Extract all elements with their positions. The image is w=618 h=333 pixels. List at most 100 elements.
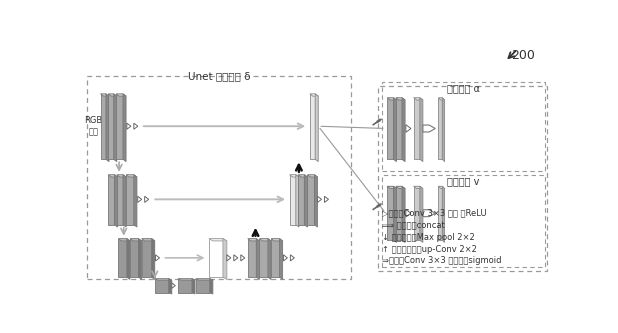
Polygon shape <box>438 98 444 100</box>
Polygon shape <box>402 186 405 242</box>
Polygon shape <box>106 94 109 162</box>
Polygon shape <box>324 196 329 202</box>
Polygon shape <box>130 239 138 277</box>
Bar <box>378 86 547 271</box>
Polygon shape <box>114 94 117 162</box>
Polygon shape <box>307 175 318 177</box>
Polygon shape <box>406 125 411 132</box>
Polygon shape <box>248 239 260 241</box>
Polygon shape <box>304 175 307 227</box>
Polygon shape <box>178 279 195 280</box>
Text: 200: 200 <box>511 49 535 62</box>
Polygon shape <box>117 175 126 177</box>
Text: ⇒卷积层Conv 3×3 激活函数sigmoid: ⇒卷积层Conv 3×3 激活函数sigmoid <box>382 256 501 265</box>
Polygon shape <box>387 98 394 159</box>
Polygon shape <box>116 94 123 159</box>
Polygon shape <box>151 239 154 279</box>
Polygon shape <box>420 186 423 242</box>
Polygon shape <box>241 255 245 261</box>
Polygon shape <box>442 186 444 242</box>
Polygon shape <box>227 255 231 261</box>
Polygon shape <box>310 94 318 96</box>
Polygon shape <box>271 239 279 277</box>
Polygon shape <box>260 239 268 277</box>
Polygon shape <box>307 175 315 225</box>
Bar <box>382 175 544 267</box>
FancyArrow shape <box>423 125 435 132</box>
Polygon shape <box>145 196 149 202</box>
Polygon shape <box>142 239 151 277</box>
Polygon shape <box>126 175 137 177</box>
Polygon shape <box>126 175 134 225</box>
Bar <box>87 76 351 279</box>
Polygon shape <box>442 98 444 162</box>
Polygon shape <box>101 94 106 159</box>
Polygon shape <box>296 175 299 227</box>
Polygon shape <box>130 239 142 241</box>
Polygon shape <box>290 175 296 225</box>
Polygon shape <box>290 255 294 261</box>
Polygon shape <box>387 98 397 100</box>
Polygon shape <box>298 175 307 177</box>
Text: 输出分支 v: 输出分支 v <box>447 176 480 186</box>
Polygon shape <box>154 279 169 292</box>
Polygon shape <box>284 255 287 261</box>
Polygon shape <box>438 186 444 188</box>
Text: ↑ 上采样卷积层up-Conv 2×2: ↑ 上采样卷积层up-Conv 2×2 <box>382 245 476 254</box>
FancyArrow shape <box>423 210 435 217</box>
Text: ↓ 最大池化层Max pool 2×2: ↓ 最大池化层Max pool 2×2 <box>382 233 475 242</box>
Polygon shape <box>123 175 126 227</box>
Polygon shape <box>138 239 142 279</box>
Polygon shape <box>413 98 423 100</box>
Polygon shape <box>108 175 114 225</box>
Polygon shape <box>127 239 130 279</box>
Polygon shape <box>406 209 411 217</box>
Polygon shape <box>402 98 405 162</box>
Polygon shape <box>127 123 131 129</box>
Polygon shape <box>108 94 114 159</box>
Polygon shape <box>279 239 282 279</box>
Polygon shape <box>318 196 321 202</box>
Polygon shape <box>172 283 176 288</box>
Polygon shape <box>438 98 442 159</box>
Polygon shape <box>154 279 172 280</box>
Polygon shape <box>108 175 117 177</box>
Polygon shape <box>142 239 154 241</box>
Polygon shape <box>387 186 397 188</box>
Polygon shape <box>413 186 420 240</box>
Polygon shape <box>101 94 109 96</box>
Polygon shape <box>396 98 405 100</box>
Polygon shape <box>192 279 195 294</box>
Polygon shape <box>413 98 420 159</box>
Text: Unet 基础网络 δ: Unet 基础网络 δ <box>188 71 250 81</box>
Text: 输出分支 α: 输出分支 α <box>447 83 480 93</box>
Polygon shape <box>394 186 397 242</box>
Polygon shape <box>396 186 405 188</box>
Polygon shape <box>256 239 260 279</box>
Polygon shape <box>271 239 282 241</box>
Polygon shape <box>413 186 423 188</box>
Polygon shape <box>196 279 213 280</box>
Text: RGB
图像: RGB 图像 <box>85 116 103 136</box>
Polygon shape <box>123 94 126 162</box>
Polygon shape <box>114 175 117 227</box>
Polygon shape <box>223 239 227 279</box>
Polygon shape <box>178 279 192 292</box>
Polygon shape <box>209 239 223 277</box>
Text: ▷卷积层Conv 3×3 激活 层ReLU: ▷卷积层Conv 3×3 激活 层ReLU <box>382 209 486 218</box>
Polygon shape <box>268 239 271 279</box>
Polygon shape <box>438 186 442 240</box>
Polygon shape <box>248 239 256 277</box>
Polygon shape <box>315 94 318 162</box>
Polygon shape <box>108 94 117 96</box>
Polygon shape <box>117 175 123 225</box>
Polygon shape <box>169 279 172 294</box>
Polygon shape <box>260 239 271 241</box>
Polygon shape <box>134 175 137 227</box>
Polygon shape <box>310 94 315 159</box>
Polygon shape <box>290 175 299 177</box>
Polygon shape <box>315 175 318 227</box>
Polygon shape <box>420 98 423 162</box>
Polygon shape <box>196 279 210 292</box>
Polygon shape <box>387 186 394 240</box>
